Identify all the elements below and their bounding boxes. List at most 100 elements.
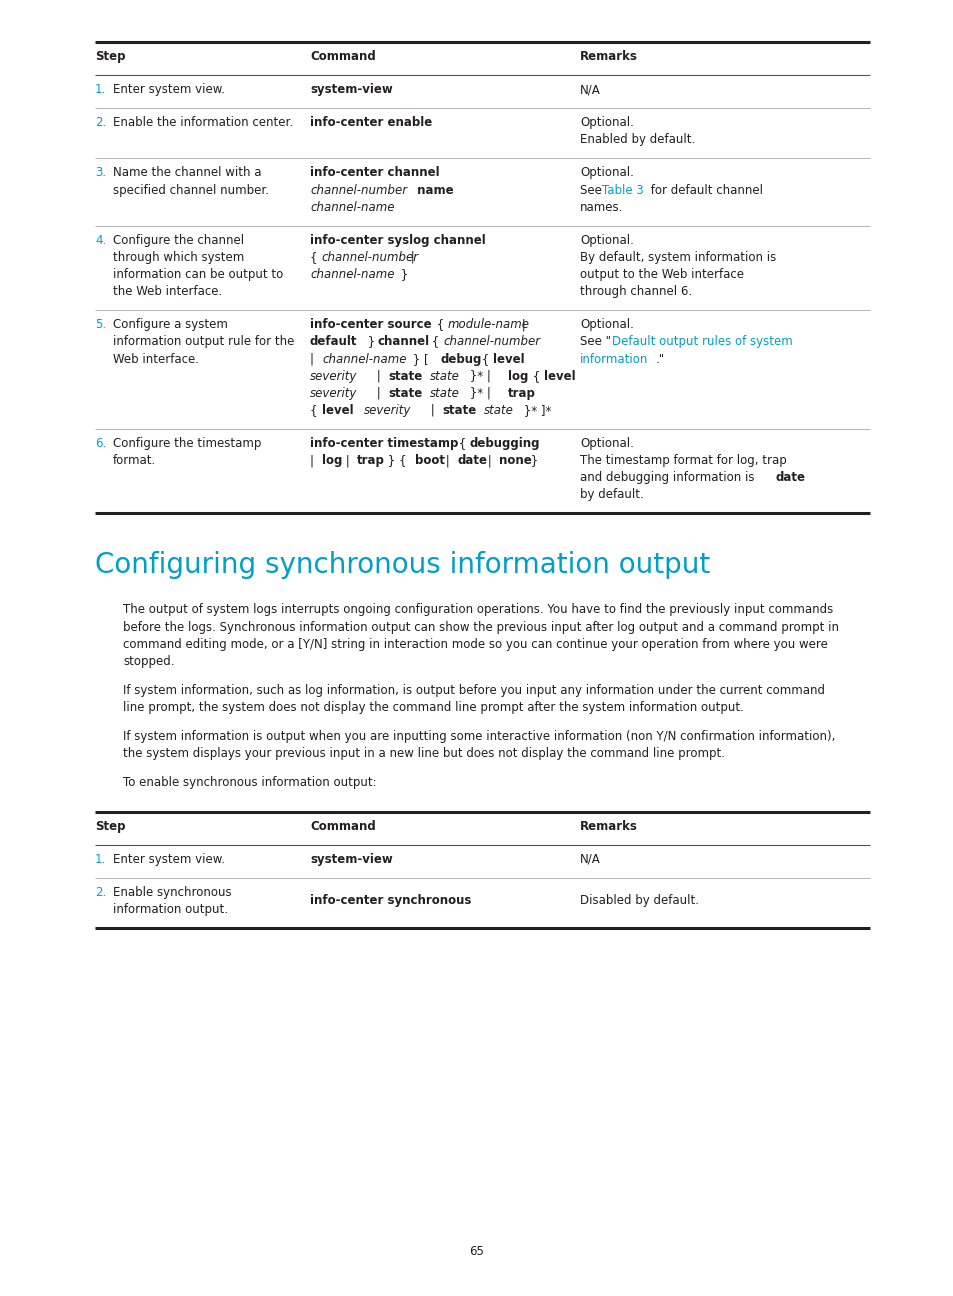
Text: {: { xyxy=(529,369,543,382)
Text: Default output rules of system: Default output rules of system xyxy=(612,336,792,349)
Text: Name the channel with a: Name the channel with a xyxy=(112,166,261,179)
Text: } {: } { xyxy=(384,454,410,467)
Text: The output of system logs interrupts ongoing configuration operations. You have : The output of system logs interrupts ong… xyxy=(123,604,832,617)
Text: Enter system view.: Enter system view. xyxy=(112,853,225,866)
Text: debug: debug xyxy=(439,353,481,365)
Text: log: log xyxy=(322,454,342,467)
Text: state: state xyxy=(388,369,422,382)
Text: 5.: 5. xyxy=(95,319,106,332)
Text: Configure the timestamp: Configure the timestamp xyxy=(112,437,261,450)
Text: level: level xyxy=(493,353,524,365)
Text: |: | xyxy=(310,353,317,365)
Text: |: | xyxy=(407,251,415,264)
Text: If system information is output when you are inputting some interactive informat: If system information is output when you… xyxy=(123,730,835,743)
Text: {: { xyxy=(433,319,448,332)
Text: Optional.: Optional. xyxy=(579,437,633,450)
Text: 4.: 4. xyxy=(95,233,106,246)
Text: Remarks: Remarks xyxy=(579,819,638,832)
Text: Optional.: Optional. xyxy=(579,233,633,246)
Text: Configure a system: Configure a system xyxy=(112,319,228,332)
Text: N/A: N/A xyxy=(579,853,600,866)
Text: through channel 6.: through channel 6. xyxy=(579,285,691,298)
Text: }* |: }* | xyxy=(465,369,494,382)
Text: info-center source: info-center source xyxy=(310,319,431,332)
Text: {: { xyxy=(455,437,470,450)
Text: }: } xyxy=(396,268,408,281)
Text: }* |: }* | xyxy=(465,386,494,399)
Text: {: { xyxy=(428,336,442,349)
Text: line prompt, the system does not display the command line prompt after the syste: line prompt, the system does not display… xyxy=(123,701,743,714)
Text: |: | xyxy=(373,369,384,382)
Text: boot: boot xyxy=(415,454,444,467)
Text: state: state xyxy=(430,369,459,382)
Text: Configuring synchronous information output: Configuring synchronous information outp… xyxy=(95,552,709,579)
Text: stopped.: stopped. xyxy=(123,654,174,667)
Text: the Web interface.: the Web interface. xyxy=(112,285,222,298)
Text: system-view: system-view xyxy=(310,83,393,96)
Text: through which system: through which system xyxy=(112,251,244,264)
Text: channel-name: channel-name xyxy=(310,268,395,281)
Text: for default channel: for default channel xyxy=(646,184,762,197)
Text: See: See xyxy=(579,184,605,197)
Text: by default.: by default. xyxy=(579,489,643,502)
Text: before the logs. Synchronous information output can show the previous input afte: before the logs. Synchronous information… xyxy=(123,621,838,634)
Text: info-center enable: info-center enable xyxy=(310,117,432,130)
Text: information output rule for the: information output rule for the xyxy=(112,336,294,349)
Text: }: } xyxy=(526,454,537,467)
Text: severity: severity xyxy=(310,386,357,399)
Text: Optional.: Optional. xyxy=(579,117,633,130)
Text: and debugging information is: and debugging information is xyxy=(579,472,758,485)
Text: debugging: debugging xyxy=(470,437,540,450)
Text: channel-number: channel-number xyxy=(320,251,417,264)
Text: 65: 65 xyxy=(469,1245,484,1258)
Text: info-center syslog channel: info-center syslog channel xyxy=(310,233,485,246)
Text: information: information xyxy=(579,353,648,365)
Text: Remarks: Remarks xyxy=(579,51,638,64)
Text: severity: severity xyxy=(364,404,411,417)
Text: 6.: 6. xyxy=(95,437,106,450)
Text: output to the Web interface: output to the Web interface xyxy=(579,268,743,281)
Text: log: log xyxy=(507,369,528,382)
Text: 3.: 3. xyxy=(95,166,106,179)
Text: }: } xyxy=(364,336,378,349)
Text: channel-name: channel-name xyxy=(322,353,406,365)
Text: |: | xyxy=(483,454,495,467)
Text: Step: Step xyxy=(95,819,126,832)
Text: By default, system information is: By default, system information is xyxy=(579,251,776,264)
Text: state: state xyxy=(441,404,476,417)
Text: .": ." xyxy=(656,353,664,365)
Text: info-center synchronous: info-center synchronous xyxy=(310,894,471,907)
Text: names.: names. xyxy=(579,201,622,214)
Text: } [: } [ xyxy=(409,353,432,365)
Text: channel-number: channel-number xyxy=(442,336,539,349)
Text: information output.: information output. xyxy=(112,903,228,916)
Text: 2.: 2. xyxy=(95,117,106,130)
Text: information can be output to: information can be output to xyxy=(112,268,283,281)
Text: Optional.: Optional. xyxy=(579,319,633,332)
Text: info-center channel: info-center channel xyxy=(310,166,439,179)
Text: The timestamp format for log, trap: The timestamp format for log, trap xyxy=(579,454,786,467)
Text: state: state xyxy=(430,386,459,399)
Text: |: | xyxy=(427,404,438,417)
Text: Optional.: Optional. xyxy=(579,166,633,179)
Text: {: { xyxy=(310,251,321,264)
Text: format.: format. xyxy=(112,454,156,467)
Text: Enter system view.: Enter system view. xyxy=(112,83,225,96)
Text: the system displays your previous input in a new line but does not display the c: the system displays your previous input … xyxy=(123,748,724,761)
Text: level: level xyxy=(543,369,575,382)
Text: trap: trap xyxy=(356,454,384,467)
Text: {: { xyxy=(477,353,493,365)
Text: state: state xyxy=(388,386,422,399)
Text: channel-name: channel-name xyxy=(310,201,395,214)
Text: level: level xyxy=(322,404,354,417)
Text: severity: severity xyxy=(310,369,357,382)
Text: default: default xyxy=(310,336,357,349)
Text: |: | xyxy=(441,454,453,467)
Text: To enable synchronous information output:: To enable synchronous information output… xyxy=(123,776,376,789)
Text: See ": See " xyxy=(579,336,610,349)
Text: state: state xyxy=(483,404,514,417)
Text: Table 3: Table 3 xyxy=(601,184,643,197)
Text: |: | xyxy=(341,454,354,467)
Text: |: | xyxy=(517,319,525,332)
Text: }* ]*: }* ]* xyxy=(519,404,551,417)
